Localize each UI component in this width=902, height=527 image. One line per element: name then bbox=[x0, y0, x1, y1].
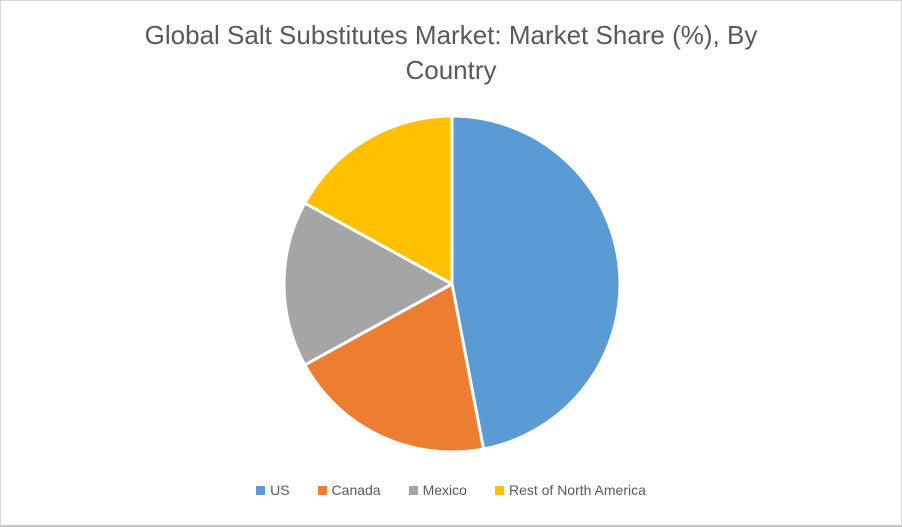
legend-marker-icon bbox=[317, 485, 327, 495]
legend-label: US bbox=[270, 482, 290, 498]
pie-plot-area bbox=[272, 104, 632, 464]
legend-marker-icon bbox=[256, 485, 266, 495]
legend-item-canada: Canada bbox=[317, 482, 381, 498]
legend-label: Mexico bbox=[422, 482, 467, 498]
chart-title: Global Salt Substitutes Market: Market S… bbox=[1, 18, 901, 88]
pie-chart bbox=[282, 114, 622, 454]
pie-slice-us bbox=[450, 114, 622, 451]
legend-item-rest-of-north-america: Rest of North America bbox=[494, 482, 646, 498]
pie-slice-rest-of-north-america bbox=[303, 114, 454, 286]
legend-marker-icon bbox=[408, 485, 418, 495]
pie-slice-mexico bbox=[282, 201, 454, 367]
legend-label: Canada bbox=[331, 482, 381, 498]
legend-item-mexico: Mexico bbox=[408, 482, 467, 498]
legend-marker-icon bbox=[494, 485, 504, 495]
chart-title-line-2: Country bbox=[405, 55, 497, 85]
chart-legend: US Canada Mexico Rest of North America bbox=[1, 482, 901, 498]
legend-label: Rest of North America bbox=[508, 482, 646, 498]
pie-slice-canada bbox=[303, 282, 485, 454]
legend-item-us: US bbox=[256, 482, 290, 498]
chart-title-line-1: Global Salt Substitutes Market: Market S… bbox=[144, 20, 758, 50]
